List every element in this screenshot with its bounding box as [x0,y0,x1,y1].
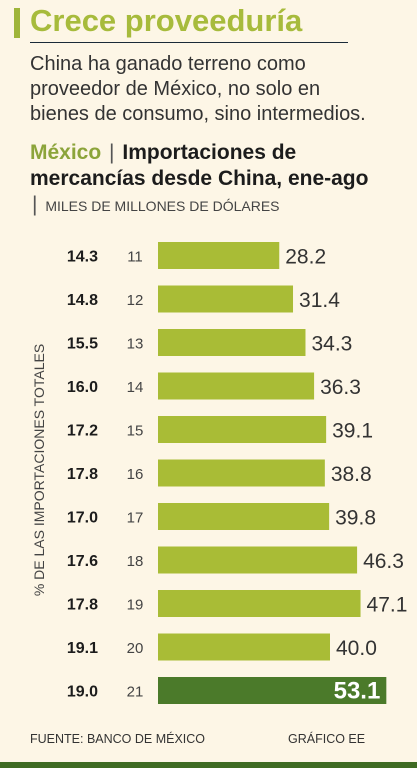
year-tick-label: 18 [127,553,144,570]
year-tick-label: 15 [127,423,144,440]
chart-title-text: Importaciones de mercancías desde China,… [30,141,369,190]
data-label: 39.8 [335,507,376,530]
share-label: 17.8 [67,466,98,483]
bar [158,459,325,487]
bottom-rule [0,762,417,768]
share-label: 17.0 [67,510,98,527]
share-label: 17.6 [67,553,98,570]
title-divider [30,42,348,43]
data-label: 53.1 [334,678,381,705]
share-label: 14.3 [67,249,98,266]
chart-title-separator: | [109,141,115,164]
share-label: 14.8 [67,292,98,309]
bar-highlight [158,677,387,704]
year-tick-label: 12 [127,292,144,309]
bar [158,590,361,617]
year-tick-label: 11 [127,249,143,266]
lead-paragraph: China ha ganado terreno como proveedor d… [30,53,366,125]
bar [158,242,280,269]
year-tick-label: 13 [127,336,144,353]
bar [158,285,294,313]
chart-unit-separator: | [32,193,38,216]
share-label: 16.0 [67,379,98,396]
share-label: 15.5 [67,336,98,353]
year-tick-label: 21 [127,684,144,701]
source-note: FUENTE: BANCO DE MÉXICO [30,732,206,746]
year-tick-label: 14 [127,379,144,396]
year-tick-label: 17 [127,510,144,527]
bar [158,633,330,661]
graphic-credit: GRÁFICO EE [288,732,366,746]
bar [158,546,358,574]
title-accent-bar [14,8,20,38]
share-label: 17.8 [67,597,98,614]
bar [158,329,306,356]
data-label: 36.3 [320,376,361,399]
year-tick-label: 19 [127,597,144,614]
year-tick-label: 16 [127,466,144,483]
bar [158,416,327,443]
page-title: Crece proveeduría [30,3,303,38]
side-axis-label: % DE LAS IMPORTACIONES TOTALES [31,344,47,596]
data-label: 46.3 [363,550,404,573]
chart-unit: MILES DE MILLONES DE DÓLARES [45,198,280,214]
chart-title: México | Importaciones de mercancías des… [30,140,380,219]
share-label: 19.1 [67,640,98,657]
data-label: 31.4 [299,289,340,312]
share-label: 19.0 [67,684,98,701]
data-label: 47.1 [367,594,408,617]
chart-title-country: México [30,141,102,164]
data-label: 39.1 [332,420,373,443]
data-label: 28.2 [285,246,326,269]
data-label: 40.0 [336,637,377,660]
year-tick-label: 20 [127,640,144,657]
bar [158,503,330,530]
data-label: 38.8 [331,463,372,486]
bar [158,372,315,400]
share-label: 17.2 [67,423,98,440]
data-label: 34.3 [311,333,352,356]
